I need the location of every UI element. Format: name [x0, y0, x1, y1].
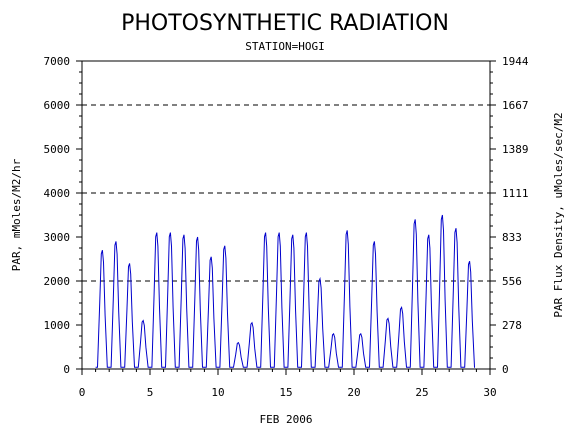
y-axis-label: PAR, mMoles/M2/hr [10, 158, 23, 271]
y2-tick-label: 1389 [502, 143, 529, 156]
chart-title: PHOTOSYNTHETIC RADIATION [121, 11, 449, 36]
y-axis-left: 0 1000 2000 3000 4000 5000 6000 7000 [44, 55, 82, 376]
y-tick-label: 5000 [44, 143, 71, 156]
x-tick-label: 20 [347, 386, 360, 399]
grid-lines [82, 104, 490, 282]
y-tick-label: 3000 [44, 231, 71, 244]
x-tick-label: 25 [415, 386, 428, 399]
y-tick-label: 1000 [44, 319, 71, 332]
x-tick-label: 30 [483, 386, 496, 399]
y2-tick-label: 278 [502, 319, 522, 332]
x-tick-label: 15 [279, 386, 292, 399]
y2-axis-label: PAR Flux Density, uMoles/sec/M2 [552, 112, 565, 317]
y2-tick-label: 833 [502, 231, 522, 244]
y2-tick-label: 1111 [502, 187, 529, 200]
y-tick-label: 7000 [44, 55, 71, 68]
y-axis-right: 0 278 556 833 1111 1389 1667 1944 [490, 55, 529, 376]
x-axis: 0 5 10 15 20 25 30 [79, 369, 497, 399]
y2-tick-label: 1944 [502, 55, 529, 68]
y-tick-label: 4000 [44, 187, 71, 200]
par-series-line [95, 214, 475, 368]
x-tick-label: 0 [79, 386, 86, 399]
x-axis-label: FEB 2006 [260, 413, 313, 426]
y2-tick-label: 556 [502, 275, 522, 288]
y-tick-label: 0 [63, 363, 70, 376]
x-tick-label: 5 [147, 386, 154, 399]
y-tick-label: 6000 [44, 99, 71, 112]
x-tick-label: 10 [211, 386, 224, 399]
chart-subtitle: STATION=HOGI [245, 40, 324, 53]
y2-tick-label: 1667 [502, 99, 529, 112]
y2-tick-label: 0 [502, 363, 509, 376]
y-tick-label: 2000 [44, 275, 71, 288]
